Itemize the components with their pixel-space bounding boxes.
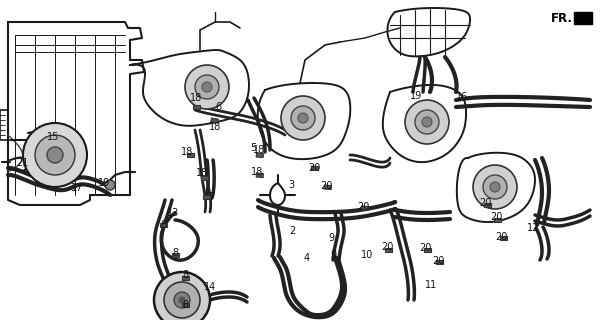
- Bar: [192, 105, 200, 109]
- Text: 9: 9: [330, 250, 336, 260]
- Bar: [211, 118, 218, 123]
- Text: 20: 20: [381, 242, 393, 252]
- Circle shape: [281, 96, 325, 140]
- Bar: [159, 223, 166, 227]
- Circle shape: [473, 165, 517, 209]
- Circle shape: [291, 106, 315, 130]
- Text: 2: 2: [289, 226, 295, 236]
- Text: 18: 18: [190, 93, 202, 103]
- Text: 8: 8: [182, 270, 188, 280]
- Circle shape: [415, 110, 439, 134]
- Text: 7: 7: [208, 192, 214, 202]
- Bar: [203, 195, 210, 199]
- Text: 20: 20: [479, 198, 491, 208]
- Bar: [182, 303, 189, 307]
- Text: 13: 13: [167, 208, 179, 218]
- Text: 21: 21: [16, 158, 28, 168]
- Text: 5: 5: [250, 143, 256, 153]
- Text: 18: 18: [253, 145, 265, 155]
- Bar: [171, 253, 178, 257]
- Text: 8: 8: [160, 220, 166, 230]
- Text: 3: 3: [288, 180, 294, 190]
- Bar: [493, 218, 501, 222]
- Text: 18: 18: [251, 167, 263, 177]
- Text: 8: 8: [172, 248, 178, 258]
- Text: 20: 20: [308, 163, 320, 173]
- Circle shape: [164, 282, 200, 318]
- Circle shape: [202, 82, 212, 92]
- Text: 17: 17: [71, 183, 83, 193]
- Circle shape: [483, 175, 507, 199]
- Text: 20: 20: [490, 212, 502, 222]
- Text: 11: 11: [425, 280, 437, 290]
- Bar: [424, 248, 430, 252]
- Text: 16: 16: [456, 92, 468, 102]
- Bar: [324, 185, 332, 189]
- Bar: [311, 166, 319, 171]
- Circle shape: [154, 272, 210, 320]
- Text: 10: 10: [361, 250, 373, 260]
- Text: FR.: FR.: [551, 12, 573, 25]
- Circle shape: [174, 292, 190, 308]
- Text: 14: 14: [204, 282, 216, 292]
- Text: 15: 15: [47, 132, 59, 142]
- Text: 18: 18: [181, 147, 193, 157]
- Text: 4: 4: [304, 253, 310, 263]
- Text: 8: 8: [182, 300, 188, 310]
- Text: 9: 9: [328, 233, 334, 243]
- Bar: [385, 248, 391, 252]
- Text: 20: 20: [320, 181, 332, 191]
- Bar: [182, 276, 189, 280]
- Circle shape: [185, 65, 229, 109]
- Bar: [256, 173, 263, 178]
- Circle shape: [179, 297, 185, 303]
- Bar: [499, 236, 507, 240]
- Text: 6: 6: [215, 102, 221, 112]
- Circle shape: [298, 113, 308, 123]
- Bar: [436, 260, 442, 264]
- Text: 20: 20: [495, 232, 507, 242]
- Text: 19: 19: [98, 178, 110, 188]
- Text: 20: 20: [432, 256, 444, 266]
- Circle shape: [490, 182, 500, 192]
- Text: 19: 19: [410, 91, 422, 101]
- Bar: [483, 203, 490, 207]
- Circle shape: [47, 147, 63, 163]
- Bar: [256, 153, 263, 157]
- Circle shape: [23, 123, 87, 187]
- Text: 12: 12: [527, 223, 539, 233]
- Text: 20: 20: [357, 202, 369, 212]
- Bar: [201, 176, 207, 180]
- Polygon shape: [574, 12, 592, 24]
- Bar: [361, 206, 368, 211]
- Text: 18: 18: [196, 168, 208, 178]
- Text: 18: 18: [209, 122, 221, 132]
- Circle shape: [105, 180, 115, 190]
- Bar: [186, 153, 194, 157]
- Circle shape: [405, 100, 449, 144]
- Circle shape: [422, 117, 432, 127]
- Circle shape: [195, 75, 219, 99]
- Circle shape: [35, 135, 75, 175]
- Text: 20: 20: [419, 243, 431, 253]
